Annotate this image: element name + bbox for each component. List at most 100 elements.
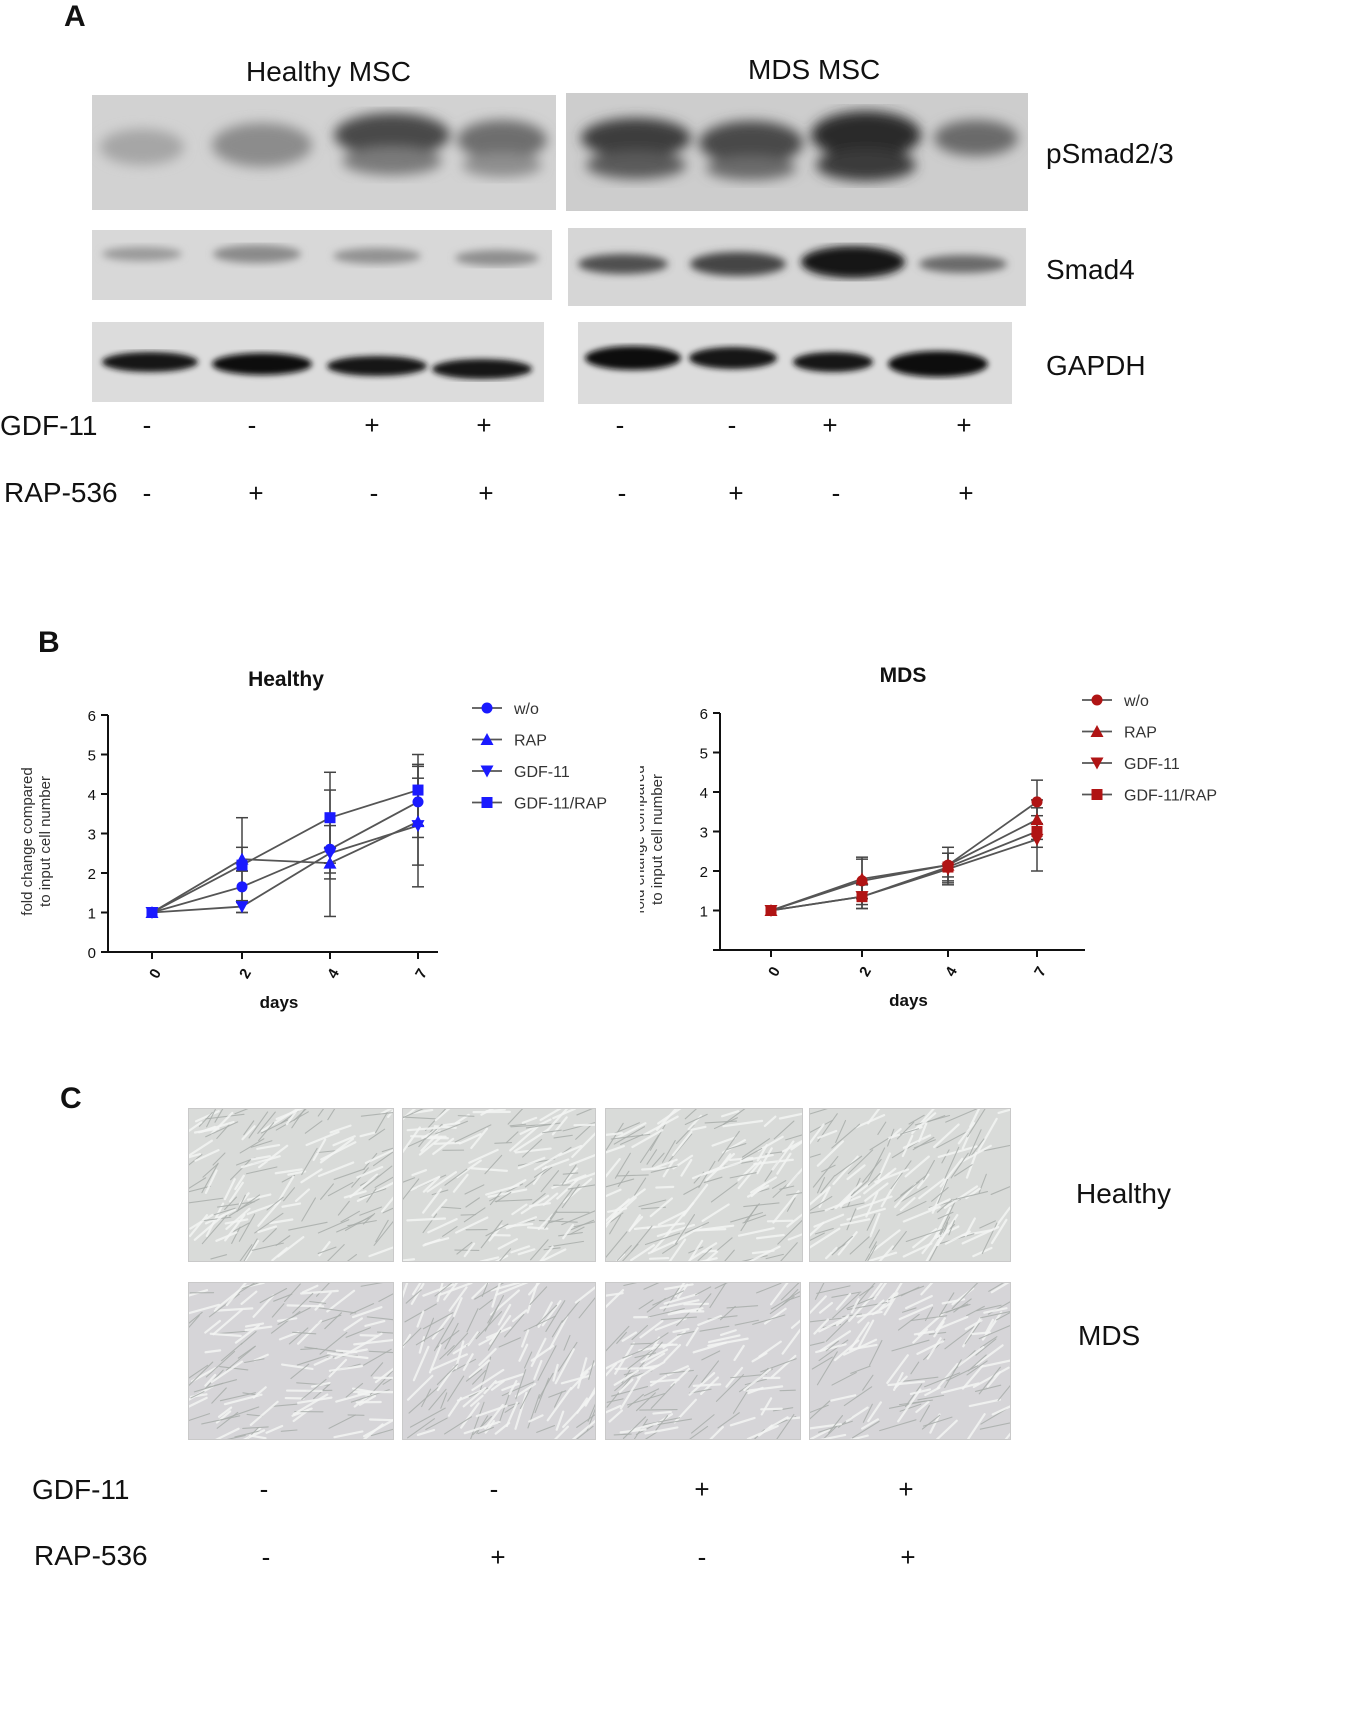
cell-stroke <box>770 1354 797 1379</box>
series-line <box>770 818 1038 912</box>
cell-stroke <box>277 1307 311 1325</box>
cell-stroke <box>576 1397 589 1414</box>
cell-stroke <box>926 1337 942 1360</box>
cell-stroke <box>444 1322 459 1350</box>
cell-stroke <box>938 1292 955 1317</box>
cell-stroke <box>204 1319 221 1334</box>
cell-stroke <box>814 1227 834 1235</box>
cell-stroke <box>697 1247 712 1262</box>
cell-stroke <box>477 1426 495 1435</box>
cell-stroke <box>216 1411 239 1429</box>
cell-stroke <box>561 1300 580 1323</box>
cell-stroke <box>719 1153 732 1168</box>
cell-stroke <box>240 1155 281 1169</box>
cell-stroke <box>910 1315 948 1322</box>
cell-stroke <box>921 1414 941 1430</box>
cell-stroke <box>659 1299 700 1310</box>
cell-stroke <box>404 1303 437 1323</box>
cell-stroke <box>333 1168 366 1180</box>
cell-stroke <box>729 1416 756 1427</box>
cell-stroke <box>918 1177 947 1200</box>
cell-stroke <box>514 1391 528 1430</box>
sign: + <box>248 478 264 508</box>
cell-stroke <box>219 1392 256 1402</box>
cell-stroke <box>692 1383 722 1387</box>
cell-stroke <box>701 1350 721 1361</box>
cell-stroke <box>922 1236 942 1267</box>
chart-mds: MDS 1 2 3 4 5 6 0 2 4 7 days fold change compared to … <box>640 664 1217 1010</box>
cell-stroke <box>326 1289 356 1313</box>
cell-stroke <box>851 1420 880 1439</box>
cell-stroke <box>201 1214 228 1245</box>
cell-stroke <box>972 1366 1010 1389</box>
cell-stroke <box>945 1303 969 1314</box>
cell-stroke <box>655 1415 669 1431</box>
cell-stroke <box>825 1246 838 1260</box>
cell-stroke <box>805 1123 825 1149</box>
cell-stroke <box>456 1241 473 1255</box>
cell-stroke <box>498 1337 521 1348</box>
cell-stroke <box>436 1363 458 1386</box>
cell-stroke <box>740 1204 758 1232</box>
image-background <box>810 1109 1010 1261</box>
cell-stroke <box>314 1291 332 1311</box>
cell-stroke <box>495 1191 512 1203</box>
cell-stroke <box>862 1158 882 1183</box>
cell-stroke <box>508 1380 518 1395</box>
protein-label-gapdh: GAPDH <box>1046 350 1146 381</box>
data-point <box>236 881 248 893</box>
cell-stroke <box>703 1176 723 1184</box>
cell-stroke <box>730 1373 767 1379</box>
cell-stroke <box>846 1207 886 1221</box>
sign: + <box>822 410 838 440</box>
cell-stroke <box>458 1133 482 1145</box>
cell-stroke <box>510 1245 531 1254</box>
cell-stroke <box>931 1186 949 1202</box>
cell-stroke <box>710 1182 738 1203</box>
cell-stroke <box>554 1348 575 1385</box>
cell-stroke <box>933 1123 960 1149</box>
cell-stroke <box>846 1164 866 1181</box>
cell-stroke <box>201 1415 241 1425</box>
cell-stroke <box>205 1350 236 1378</box>
cell-stroke <box>828 1414 844 1434</box>
cell-stroke <box>818 1339 849 1362</box>
cell-stroke <box>471 1368 505 1392</box>
cell-stroke <box>345 1327 371 1338</box>
cell-stroke <box>421 1388 432 1408</box>
cell-stroke <box>244 1322 265 1328</box>
cell-stroke <box>609 1214 622 1235</box>
cell-stroke <box>356 1165 384 1179</box>
cell-stroke <box>519 1383 534 1409</box>
cell-stroke <box>220 1342 243 1362</box>
sign: - <box>617 478 627 508</box>
cell-stroke <box>240 1290 258 1305</box>
blot-psmad-mds <box>566 93 1028 211</box>
cell-stroke <box>951 1280 980 1310</box>
cell-stroke <box>928 1198 951 1211</box>
cell-stroke <box>517 1248 536 1256</box>
cell-stroke <box>248 1434 267 1440</box>
cell-stroke <box>514 1147 552 1154</box>
cell-stroke <box>840 1218 871 1227</box>
cell-stroke <box>447 1375 465 1402</box>
legend-marker <box>1090 757 1104 770</box>
cell-stroke <box>976 1304 1002 1312</box>
cell-stroke <box>239 1138 265 1154</box>
cell-stroke <box>650 1383 675 1409</box>
cell-stroke <box>704 1250 719 1264</box>
cell-stroke <box>743 1368 772 1392</box>
cell-stroke <box>472 1370 487 1385</box>
cell-stroke <box>565 1167 579 1182</box>
sign: - <box>259 1474 269 1504</box>
cell-stroke <box>297 1319 323 1345</box>
cell-stroke <box>213 1307 254 1312</box>
cell-stroke <box>966 1360 988 1376</box>
cell-stroke <box>297 1396 333 1404</box>
cell-stroke <box>616 1331 627 1344</box>
cell-stroke <box>253 1353 269 1362</box>
cell-stroke <box>406 1126 441 1132</box>
cell-stroke <box>257 1225 278 1234</box>
cell-stroke <box>292 1292 314 1314</box>
cell-stroke <box>763 1115 777 1128</box>
